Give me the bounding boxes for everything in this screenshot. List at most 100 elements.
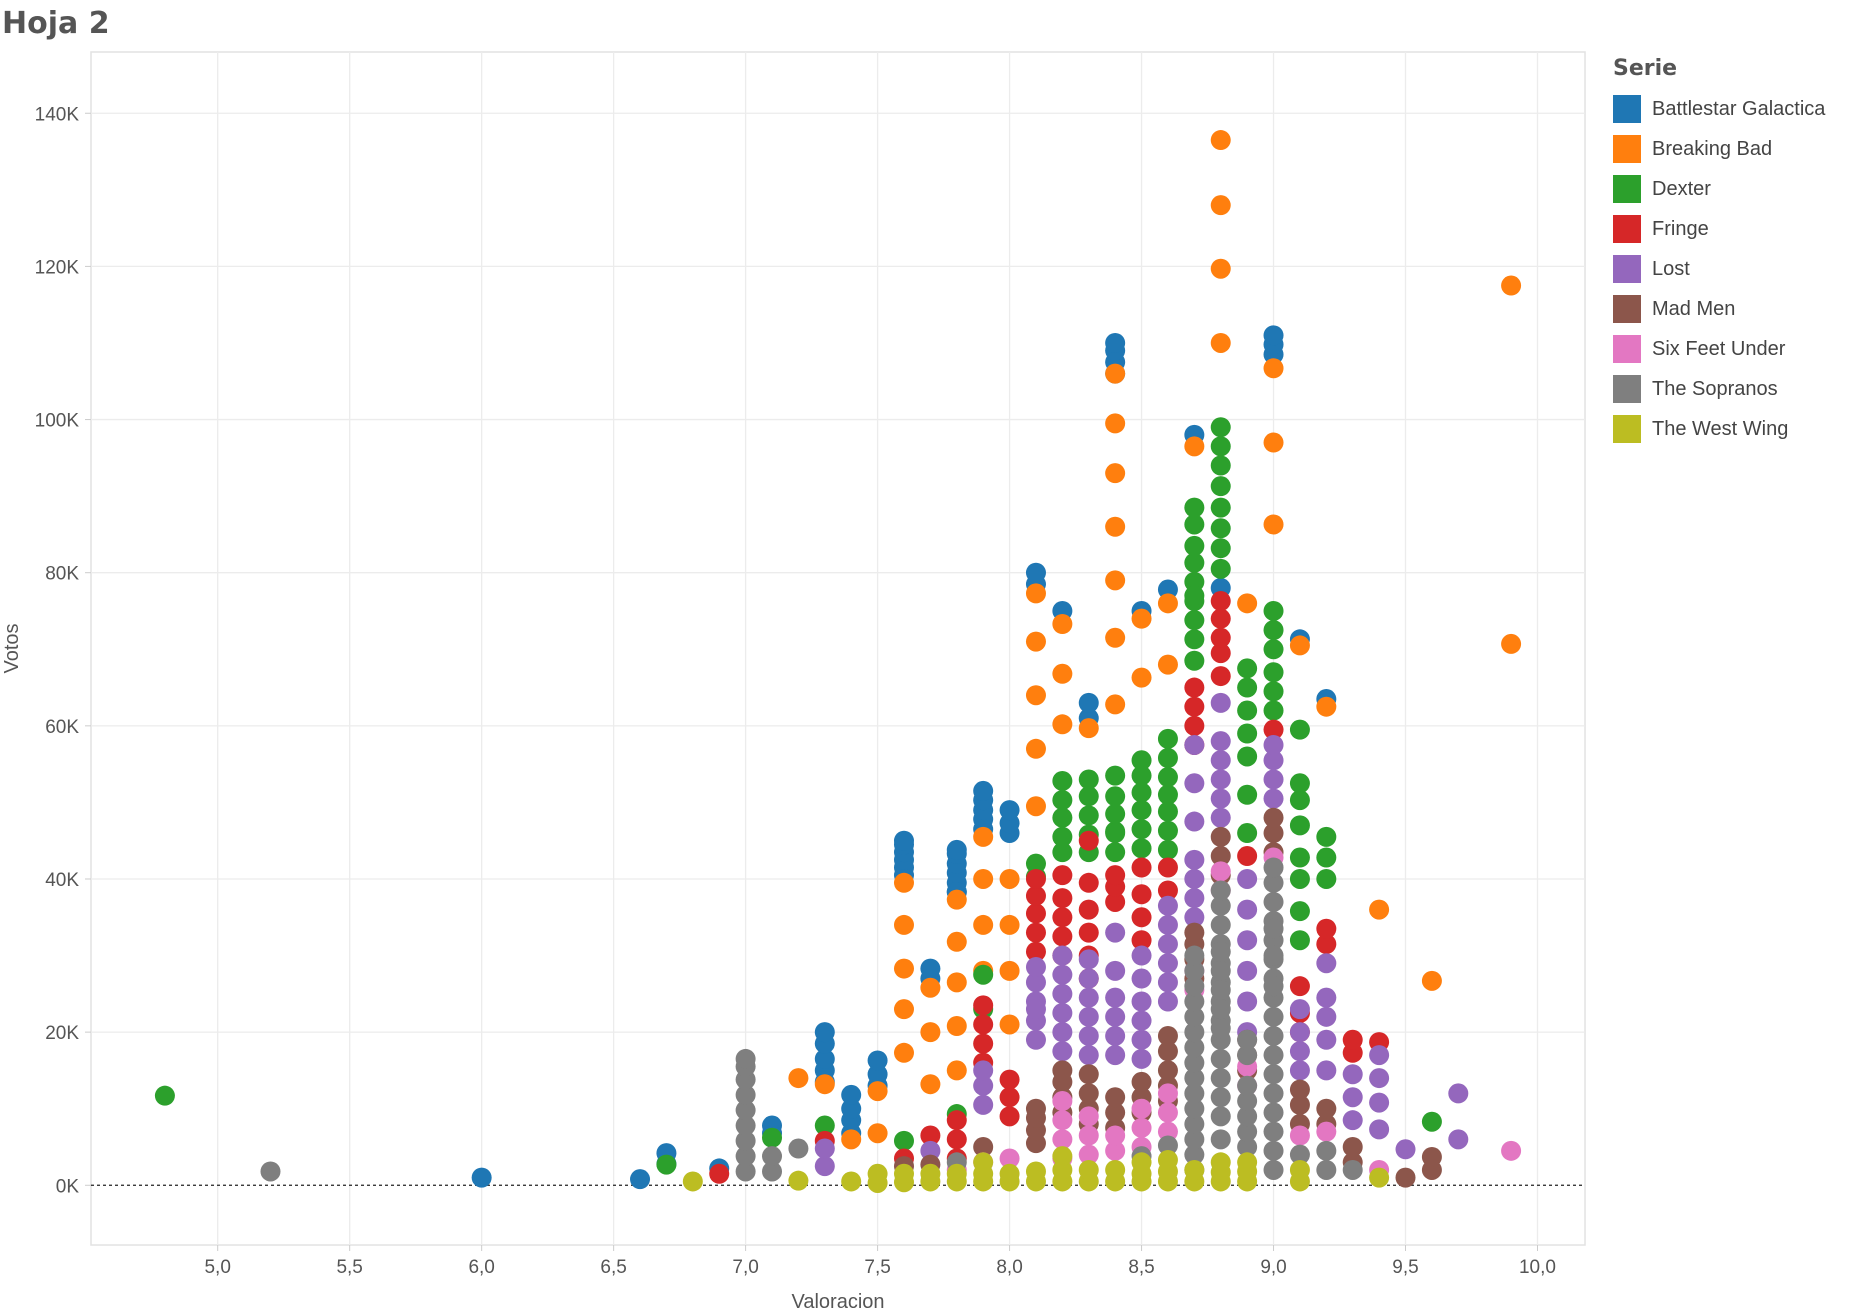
legend-item[interactable]: Breaking Bad — [1613, 129, 1863, 169]
data-point — [1157, 654, 1178, 675]
legend-title: Serie — [1613, 56, 1678, 81]
data-point — [1078, 968, 1099, 989]
data-point — [1237, 1075, 1258, 1096]
data-point — [973, 1075, 994, 1096]
y-tick-label: 120K — [35, 257, 80, 278]
data-point — [1052, 888, 1073, 909]
data-point — [946, 931, 967, 952]
legend-swatch — [1613, 295, 1641, 323]
data-point — [1237, 784, 1258, 805]
legend-swatch — [1613, 255, 1641, 283]
data-point — [920, 1125, 941, 1146]
data-point — [1184, 907, 1205, 928]
data-point — [1237, 930, 1258, 951]
data-point — [1052, 1146, 1073, 1167]
data-point — [1105, 1102, 1126, 1123]
data-point — [1316, 918, 1337, 939]
legend-item[interactable]: Six Feet Under — [1613, 329, 1863, 369]
legend-label: Dexter — [1652, 177, 1711, 200]
data-point — [1184, 976, 1205, 997]
data-point — [1078, 805, 1099, 826]
data-point — [1105, 516, 1126, 537]
data-point — [1395, 1139, 1416, 1160]
data-point — [1131, 819, 1152, 840]
data-point — [1157, 972, 1178, 993]
data-point — [814, 1138, 835, 1159]
data-point — [1052, 663, 1073, 684]
data-point — [1184, 715, 1205, 736]
data-point — [973, 1060, 994, 1081]
data-point — [1237, 746, 1258, 767]
data-point — [1263, 918, 1284, 939]
legend-item[interactable]: Dexter — [1613, 169, 1863, 209]
data-point — [1289, 1094, 1310, 1115]
data-point — [1210, 980, 1231, 1001]
legend-swatch — [1613, 375, 1641, 403]
data-point — [1263, 891, 1284, 912]
data-points — [154, 130, 1522, 1193]
data-point — [1210, 826, 1231, 847]
legend-item[interactable]: The West Wing — [1613, 409, 1863, 449]
data-point — [1263, 600, 1284, 621]
data-point — [709, 1163, 730, 1184]
data-point — [1025, 796, 1046, 817]
data-point — [1025, 853, 1046, 874]
data-point — [1078, 769, 1099, 790]
data-point — [1210, 1068, 1231, 1089]
data-point — [814, 1156, 835, 1177]
data-point — [867, 1123, 888, 1144]
data-point — [1157, 914, 1178, 935]
legend-item[interactable]: Fringe — [1613, 209, 1863, 249]
data-point — [1237, 1152, 1258, 1173]
legend-item[interactable]: Mad Men — [1613, 289, 1863, 329]
data-point — [1289, 1079, 1310, 1100]
data-point — [841, 1084, 862, 1105]
data-point — [920, 958, 941, 979]
data-point — [1052, 945, 1073, 966]
data-point — [1157, 820, 1178, 841]
data-point — [1369, 899, 1390, 920]
data-point — [1210, 258, 1231, 279]
data-point — [920, 1074, 941, 1095]
data-point — [1078, 872, 1099, 893]
data-point — [1369, 1167, 1390, 1188]
legend-item[interactable]: The Sopranos — [1613, 369, 1863, 409]
data-point — [867, 1064, 888, 1085]
data-point — [1078, 922, 1099, 943]
data-point — [973, 1094, 994, 1115]
series-the-sopranos — [260, 857, 1363, 1182]
data-point — [1157, 747, 1178, 768]
data-point — [1263, 1006, 1284, 1027]
data-point — [1052, 964, 1073, 985]
data-point — [1105, 363, 1126, 384]
data-point — [1078, 692, 1099, 713]
data-point — [867, 1163, 888, 1184]
x-axis-label: Valoracion — [791, 1291, 884, 1313]
legend-item[interactable]: Battlestar Galactica — [1613, 89, 1863, 129]
data-point — [893, 958, 914, 979]
data-point — [973, 995, 994, 1016]
data-point — [1263, 769, 1284, 790]
data-point — [1078, 987, 1099, 1008]
data-point — [1157, 1041, 1178, 1062]
data-point — [788, 1138, 809, 1159]
data-point — [1210, 417, 1231, 438]
data-point — [1342, 1064, 1363, 1085]
data-point — [1078, 949, 1099, 970]
data-point — [1131, 838, 1152, 859]
data-point — [1184, 868, 1205, 889]
data-point — [973, 1152, 994, 1173]
data-point — [893, 1042, 914, 1063]
x-tick-label: 7,0 — [732, 1257, 758, 1278]
data-point — [762, 1127, 783, 1148]
data-point — [1316, 1006, 1337, 1027]
data-point — [1289, 847, 1310, 868]
data-point — [1316, 934, 1337, 955]
data-point — [999, 1163, 1020, 1184]
data-point — [1105, 1045, 1126, 1066]
data-point — [1263, 681, 1284, 702]
data-point — [1263, 734, 1284, 755]
data-point — [1369, 1119, 1390, 1140]
data-point — [1052, 714, 1073, 735]
legend-item[interactable]: Lost — [1613, 249, 1863, 289]
